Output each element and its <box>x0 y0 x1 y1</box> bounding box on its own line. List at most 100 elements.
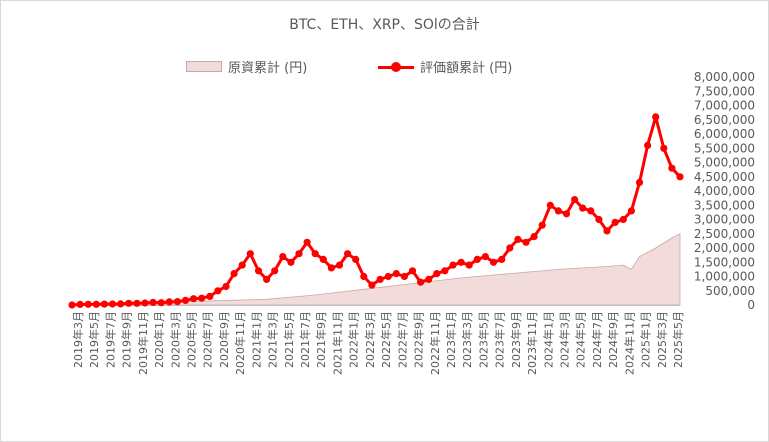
y-tick-label: 6,000,000 <box>694 127 755 141</box>
point-valuation <box>311 250 319 258</box>
y-tick-label: 500,000 <box>705 284 755 298</box>
point-valuation <box>303 238 311 246</box>
y-tick-label: 6,500,000 <box>694 113 755 127</box>
point-valuation <box>238 261 246 269</box>
point-valuation <box>603 227 611 235</box>
x-tick-label: 2022年3月 <box>363 311 377 368</box>
point-valuation <box>173 298 181 306</box>
point-valuation <box>376 275 384 283</box>
x-tick-label: 2024年11月 <box>622 311 636 375</box>
x-tick-label: 2023年1月 <box>444 311 458 368</box>
point-valuation <box>627 207 636 215</box>
x-tick-label: 2021年5月 <box>282 311 296 368</box>
point-valuation <box>368 281 376 289</box>
point-valuation <box>392 270 400 278</box>
point-valuation <box>190 295 198 303</box>
y-tick-label: 3,000,000 <box>694 213 755 227</box>
x-tick-label: 2025年3月 <box>655 311 669 368</box>
x-tick-label: 2022年11月 <box>428 311 442 375</box>
x-tick-label: 2025年5月 <box>671 311 685 368</box>
y-tick-label: 1,500,000 <box>694 255 755 269</box>
point-valuation <box>473 255 481 263</box>
x-tick-label: 2023年9月 <box>509 311 523 368</box>
point-valuation <box>554 207 563 215</box>
y-tick-label: 1,000,000 <box>694 270 755 284</box>
x-tick-label: 2019年3月 <box>71 311 85 368</box>
x-tick-label: 2024年3月 <box>558 311 572 368</box>
point-valuation <box>157 299 165 307</box>
point-valuation <box>254 267 263 275</box>
x-tick-label: 2020年1月 <box>152 311 166 368</box>
point-valuation <box>417 278 425 286</box>
point-valuation <box>327 264 335 272</box>
point-valuation <box>344 250 352 258</box>
point-valuation <box>141 299 149 307</box>
x-tick-label: 2023年3月 <box>460 311 474 368</box>
x-tick-label: 2024年5月 <box>574 311 588 368</box>
point-valuation <box>117 300 125 308</box>
x-tick-label: 2019年7月 <box>103 311 117 368</box>
point-valuation <box>660 144 668 152</box>
point-valuation <box>271 267 279 275</box>
legend-label-principal: 原資累計 (円) <box>228 61 308 76</box>
chart-legend: 原資累計 (円) 評価額累計 (円) <box>0 57 769 77</box>
point-valuation <box>481 253 489 261</box>
x-tick-label: 2022年7月 <box>395 311 409 368</box>
x-tick-label: 2020年7月 <box>201 311 215 368</box>
point-valuation <box>449 261 457 269</box>
point-valuation <box>230 270 238 278</box>
point-valuation <box>108 300 117 308</box>
legend-swatch-area <box>186 61 222 72</box>
point-valuation <box>441 267 449 275</box>
point-valuation <box>279 253 287 261</box>
point-valuation <box>644 141 652 149</box>
legend-label-valuation: 評価額累計 (円) <box>420 61 513 76</box>
y-tick-label: 7,000,000 <box>694 99 755 113</box>
point-valuation <box>489 258 498 266</box>
x-tick-label: 2022年9月 <box>412 311 426 368</box>
point-valuation <box>530 233 538 241</box>
x-tick-label: 2022年1月 <box>347 311 361 368</box>
x-tick-label: 2021年11月 <box>331 311 345 375</box>
x-tick-label: 2023年5月 <box>476 311 490 368</box>
point-valuation <box>149 298 157 306</box>
point-valuation <box>546 201 554 209</box>
chart-title: BTC、ETH、XRP、SOlの合計 <box>289 17 480 33</box>
legend-swatch-line <box>378 61 414 73</box>
x-tick-label: 2019年5月 <box>87 311 101 368</box>
point-valuation <box>352 255 360 263</box>
x-tick-label: 2021年1月 <box>249 311 263 368</box>
point-valuation <box>214 287 222 295</box>
x-tick-label: 2021年3月 <box>266 311 280 368</box>
y-tick-label: 8,000,000 <box>694 70 755 84</box>
y-tick-label: 7,500,000 <box>694 84 755 98</box>
point-valuation <box>335 261 344 269</box>
line-valuation-series <box>71 115 682 307</box>
point-valuation <box>465 261 473 269</box>
point-valuation <box>68 301 76 309</box>
point-valuation <box>676 173 684 181</box>
point-valuation <box>360 272 368 281</box>
point-valuation <box>433 270 441 278</box>
x-tick-label: 2019年9月 <box>120 311 134 368</box>
point-valuation <box>181 296 190 304</box>
point-valuation <box>611 218 619 226</box>
x-tick-label: 2023年11月 <box>525 311 539 375</box>
point-valuation <box>571 196 579 204</box>
point-valuation <box>514 235 522 243</box>
point-valuation <box>263 275 271 283</box>
point-valuation <box>165 298 173 306</box>
point-valuation <box>92 300 100 308</box>
point-valuation <box>84 300 92 308</box>
point-valuation <box>635 178 644 186</box>
point-valuation <box>125 299 133 307</box>
point-valuation <box>619 215 627 224</box>
point-valuation <box>457 258 465 266</box>
point-valuation <box>562 210 571 218</box>
x-tick-label: 2024年9月 <box>606 311 620 368</box>
point-valuation <box>498 255 506 263</box>
x-tick-label: 2024年7月 <box>590 311 604 368</box>
area-principal-series <box>71 233 681 306</box>
point-valuation <box>595 215 603 224</box>
point-valuation <box>295 250 303 258</box>
